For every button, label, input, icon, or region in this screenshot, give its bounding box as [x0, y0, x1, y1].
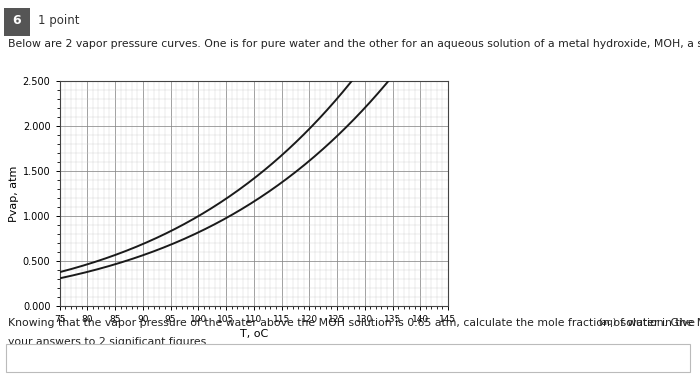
Text: solution. Give: solution. Give — [617, 318, 695, 328]
Text: Below are 2 vapor pressure curves. One is for pure water and the other for an aq: Below are 2 vapor pressure curves. One i… — [8, 39, 700, 50]
Text: 1 point: 1 point — [38, 14, 80, 27]
X-axis label: T, oC: T, oC — [239, 329, 268, 339]
Text: Type your answer...: Type your answer... — [13, 350, 120, 360]
Text: (aq): (aq) — [598, 318, 617, 327]
Text: I: I — [348, 349, 352, 362]
Y-axis label: Pvap, atm: Pvap, atm — [8, 165, 19, 222]
Text: Knowing that the vapor pressure of the water above the MOH solution is 0.65 atm,: Knowing that the vapor pressure of the w… — [8, 318, 700, 328]
Text: 6: 6 — [13, 14, 21, 27]
Text: your answers to 2 significant figures.: your answers to 2 significant figures. — [8, 337, 210, 347]
